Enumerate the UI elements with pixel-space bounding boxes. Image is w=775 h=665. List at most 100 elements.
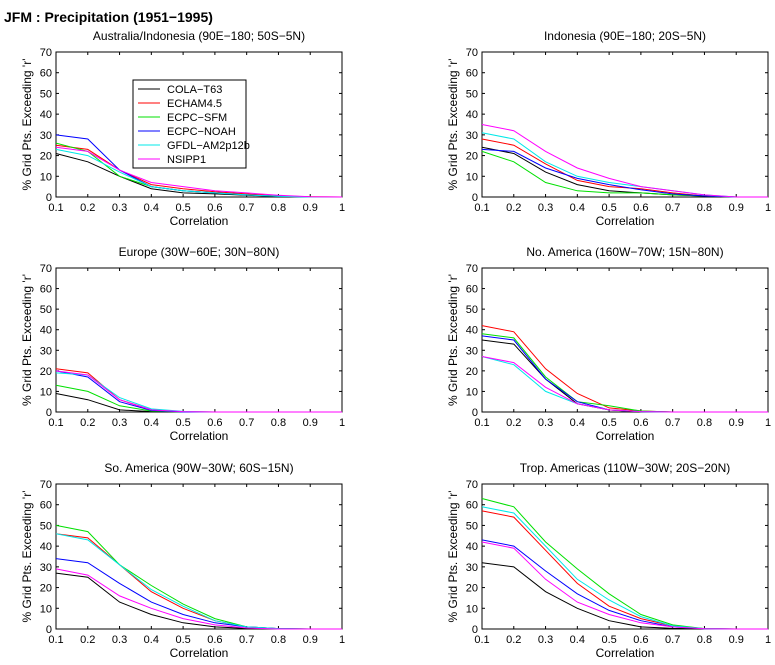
series-line-nsipp1 (481, 124, 768, 198)
x-tick-label: 0.4 (144, 202, 159, 214)
x-tick-label: 0.7 (239, 634, 254, 646)
chart-panel-5: 0.1 0.2 0.3 0.4 0.5 0.6 0.7 0.8 0.9 1010203040506… (20, 461, 345, 660)
y-tick-label: 70 (40, 479, 52, 491)
plot-frame (55, 483, 343, 630)
x-tick-label: 1 (765, 417, 771, 429)
y-tick-label: 40 (40, 109, 52, 121)
y-tick-label: 20 (40, 366, 52, 378)
panel-title: No. America (160W−70W; 15N−80N) (526, 245, 723, 259)
y-tick-label: 0 (46, 192, 52, 204)
y-tick-label: 40 (40, 541, 52, 553)
y-tick-label: 50 (40, 88, 52, 100)
y-tick-label: 30 (40, 345, 52, 357)
y-tick-label: 70 (466, 263, 478, 275)
x-tick-label: 0.5 (601, 417, 616, 429)
x-tick-label: 0.6 (633, 202, 648, 214)
chart-panel-3: 0.1 0.2 0.3 0.4 0.5 0.6 0.7 0.8 0.9 1010203040506… (20, 245, 345, 443)
y-tick-label: 70 (40, 263, 52, 275)
series-line-gfdl-am2p12b (55, 148, 342, 198)
x-tick-label: 0.6 (633, 417, 648, 429)
x-tick-label: 0.2 (506, 417, 521, 429)
y-tick-label: 10 (40, 171, 52, 183)
y-tick-label: 40 (466, 109, 478, 121)
x-tick-label: 0.9 (303, 417, 318, 429)
x-tick-label: 0.9 (729, 202, 744, 214)
x-tick-label: 1 (765, 202, 771, 214)
chart-panel-6: 0.1 0.2 0.3 0.4 0.5 0.6 0.7 0.8 0.9 1010203040506… (446, 461, 771, 660)
x-tick-label: 0.7 (665, 417, 680, 429)
legend-entry: ECHAM4.5 (167, 98, 222, 110)
series-line-nsipp1 (481, 356, 768, 413)
panel-title: Europe (30W−60E; 30N−80N) (119, 245, 280, 259)
x-axis-label: Correlation (596, 429, 655, 443)
y-tick-label: 50 (40, 304, 52, 316)
y-tick-label: 30 (466, 562, 478, 574)
x-tick-label: 0.4 (570, 417, 585, 429)
x-tick-label: 0.6 (633, 634, 648, 646)
plot-frame (55, 267, 343, 413)
y-tick-label: 20 (466, 583, 478, 595)
legend-entry: ECPC−NOAH (167, 126, 236, 138)
x-tick-label: 0.2 (80, 634, 95, 646)
chart-panel-2: 0.1 0.2 0.3 0.4 0.5 0.6 0.7 0.8 0.9 1010203040506… (446, 29, 771, 228)
y-tick-label: 70 (466, 47, 478, 59)
y-axis-label: % Grid Pts. Exceeding 'r' (20, 59, 34, 191)
x-tick-label: 0.3 (538, 634, 553, 646)
y-tick-label: 10 (466, 603, 478, 615)
x-tick-label: 0.6 (207, 202, 222, 214)
x-tick-label: 0.8 (271, 202, 286, 214)
legend-entry: GFDL−AM2p12b (167, 140, 250, 152)
y-tick-label: 70 (40, 47, 52, 59)
y-tick-label: 20 (40, 151, 52, 163)
y-tick-label: 0 (472, 624, 478, 636)
legend-entry: COLA−T63 (167, 84, 222, 96)
x-tick-label: 0.1 (48, 417, 63, 429)
y-tick-label: 40 (466, 541, 478, 553)
x-tick-label: 0.6 (207, 417, 222, 429)
x-tick-label: 0.5 (601, 634, 616, 646)
y-tick-label: 0 (472, 407, 478, 419)
panel-title: Trop. Americas (110W−30W; 20S−20N) (520, 461, 731, 475)
y-tick-label: 50 (40, 520, 52, 532)
y-tick-label: 10 (40, 386, 52, 398)
x-tick-label: 0.1 (48, 202, 63, 214)
x-tick-label: 0.6 (207, 634, 222, 646)
y-tick-label: 60 (40, 500, 52, 512)
plot-frame (481, 483, 769, 630)
y-tick-label: 50 (466, 88, 478, 100)
x-axis-label: Correlation (596, 214, 655, 228)
x-tick-label: 0.2 (80, 202, 95, 214)
x-tick-label: 0.2 (506, 634, 521, 646)
series-line-nsipp1 (481, 541, 768, 630)
x-tick-label: 0.9 (303, 202, 318, 214)
x-axis-label: Correlation (170, 429, 229, 443)
x-tick-label: 0.1 (48, 634, 63, 646)
y-tick-label: 60 (40, 284, 52, 296)
y-tick-label: 60 (466, 68, 478, 80)
x-tick-label: 1 (339, 202, 345, 214)
y-tick-label: 10 (466, 171, 478, 183)
x-tick-label: 0.4 (144, 417, 159, 429)
y-tick-label: 10 (466, 386, 478, 398)
y-tick-label: 70 (466, 479, 478, 491)
x-tick-label: 0.8 (271, 634, 286, 646)
x-tick-label: 0.5 (601, 202, 616, 214)
x-tick-label: 0.8 (697, 634, 712, 646)
x-tick-label: 1 (339, 417, 345, 429)
figure-title: JFM : Precipitation (1951−1995) (4, 9, 213, 25)
y-tick-label: 60 (466, 284, 478, 296)
y-axis-label: % Grid Pts. Exceeding 'r' (446, 274, 460, 406)
x-tick-label: 1 (765, 634, 771, 646)
x-tick-label: 0.1 (474, 202, 489, 214)
x-tick-label: 0.7 (665, 202, 680, 214)
y-tick-label: 50 (466, 520, 478, 532)
y-tick-label: 0 (46, 624, 52, 636)
y-axis-label: % Grid Pts. Exceeding 'r' (20, 274, 34, 406)
series-line-nsipp1 (55, 370, 342, 413)
x-tick-label: 0.2 (80, 417, 95, 429)
legend-box (132, 79, 247, 169)
y-tick-label: 0 (472, 192, 478, 204)
x-tick-label: 0.9 (729, 634, 744, 646)
x-axis-label: Correlation (596, 646, 655, 660)
